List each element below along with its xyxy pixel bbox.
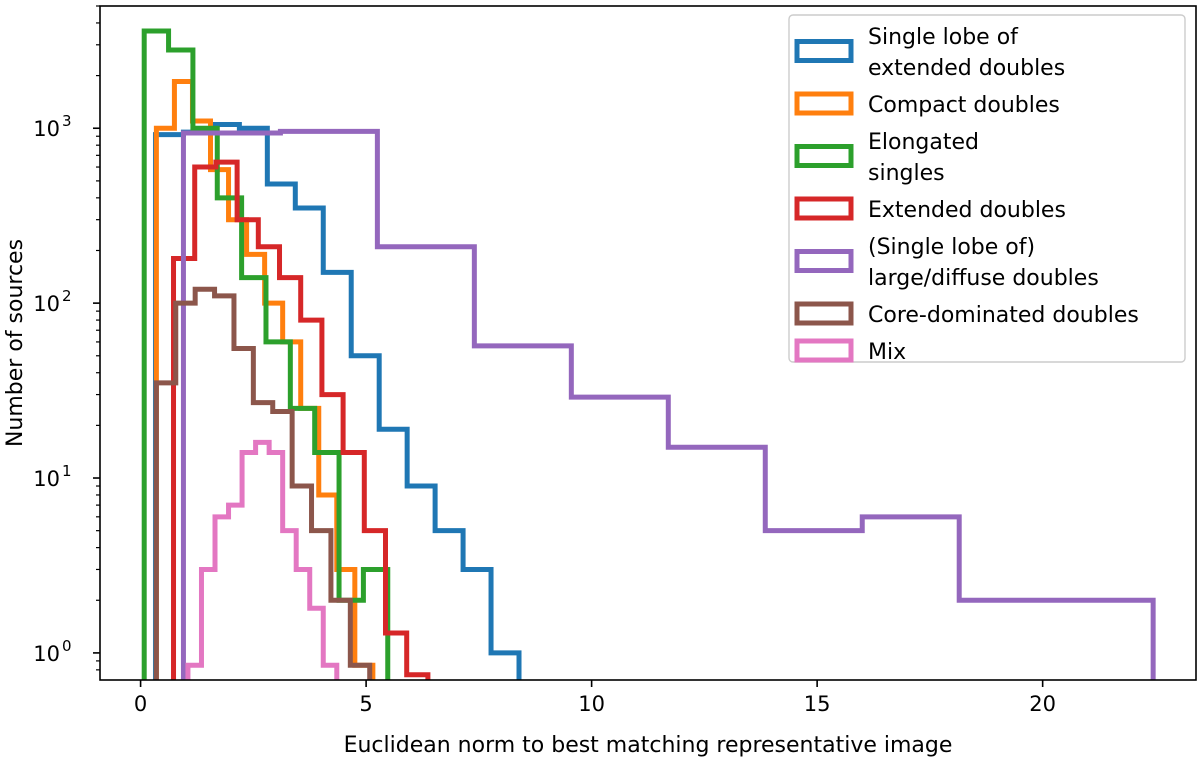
plot-frame [99, 5, 1197, 681]
legend-label-2: Elongated [868, 130, 979, 155]
y-tick-exponent: 1 [62, 462, 72, 480]
legend-box [788, 14, 1186, 363]
x-tick-label: 5 [359, 692, 372, 716]
legend-label-1: Compact doubles [868, 93, 1060, 118]
y-tick-exponent: 2 [62, 287, 72, 305]
legend-label-0: extended doubles [868, 56, 1065, 81]
legend-label-3: Extended doubles [868, 198, 1066, 223]
y-tick-label: 10 [33, 117, 60, 141]
x-tick-label: 20 [1029, 692, 1056, 716]
legend-swatch-6 [794, 338, 854, 363]
legend-label-4: (Single lobe of) [868, 235, 1035, 260]
legend-label-6: Mix [868, 340, 906, 365]
legend-swatch-4 [794, 249, 854, 273]
x-tick-label: 15 [804, 692, 831, 716]
series-6-outline [185, 439, 340, 680]
series-5-outline [153, 286, 373, 680]
y-axis-label: Number of sources [3, 239, 28, 447]
legend-swatch-2 [794, 144, 854, 168]
legend-swatch-1 [794, 91, 854, 116]
series-3-outline [171, 159, 431, 680]
legend: Single lobe of extended doubles Compact do… [788, 14, 1186, 365]
legend-swatch-3 [794, 196, 854, 221]
y-tick-exponent: 3 [62, 112, 72, 130]
legend-label-0: Single lobe of [868, 25, 1019, 50]
y-tick-label: 10 [33, 467, 60, 491]
legend-label-5: Core-dominated doubles [868, 303, 1139, 328]
y-tick-exponent: 0 [62, 637, 72, 655]
y-tick-label: 10 [33, 292, 60, 316]
x-tick-label: 10 [578, 692, 605, 716]
legend-swatch-5 [794, 301, 854, 326]
x-tick-label: 0 [134, 692, 147, 716]
series-layer [141, 28, 1156, 680]
y-tick-label: 10 [33, 642, 60, 666]
x-axis-ticks: 0 5 10 15 20 [134, 680, 1056, 716]
legend-swatch-0 [794, 39, 854, 63]
x-axis-label: Euclidean norm to best matching represen… [344, 733, 953, 758]
legend-label-4: large/diffuse doubles [868, 266, 1099, 291]
legend-label-2: singles [868, 161, 945, 186]
series-4-outline [180, 128, 1156, 680]
